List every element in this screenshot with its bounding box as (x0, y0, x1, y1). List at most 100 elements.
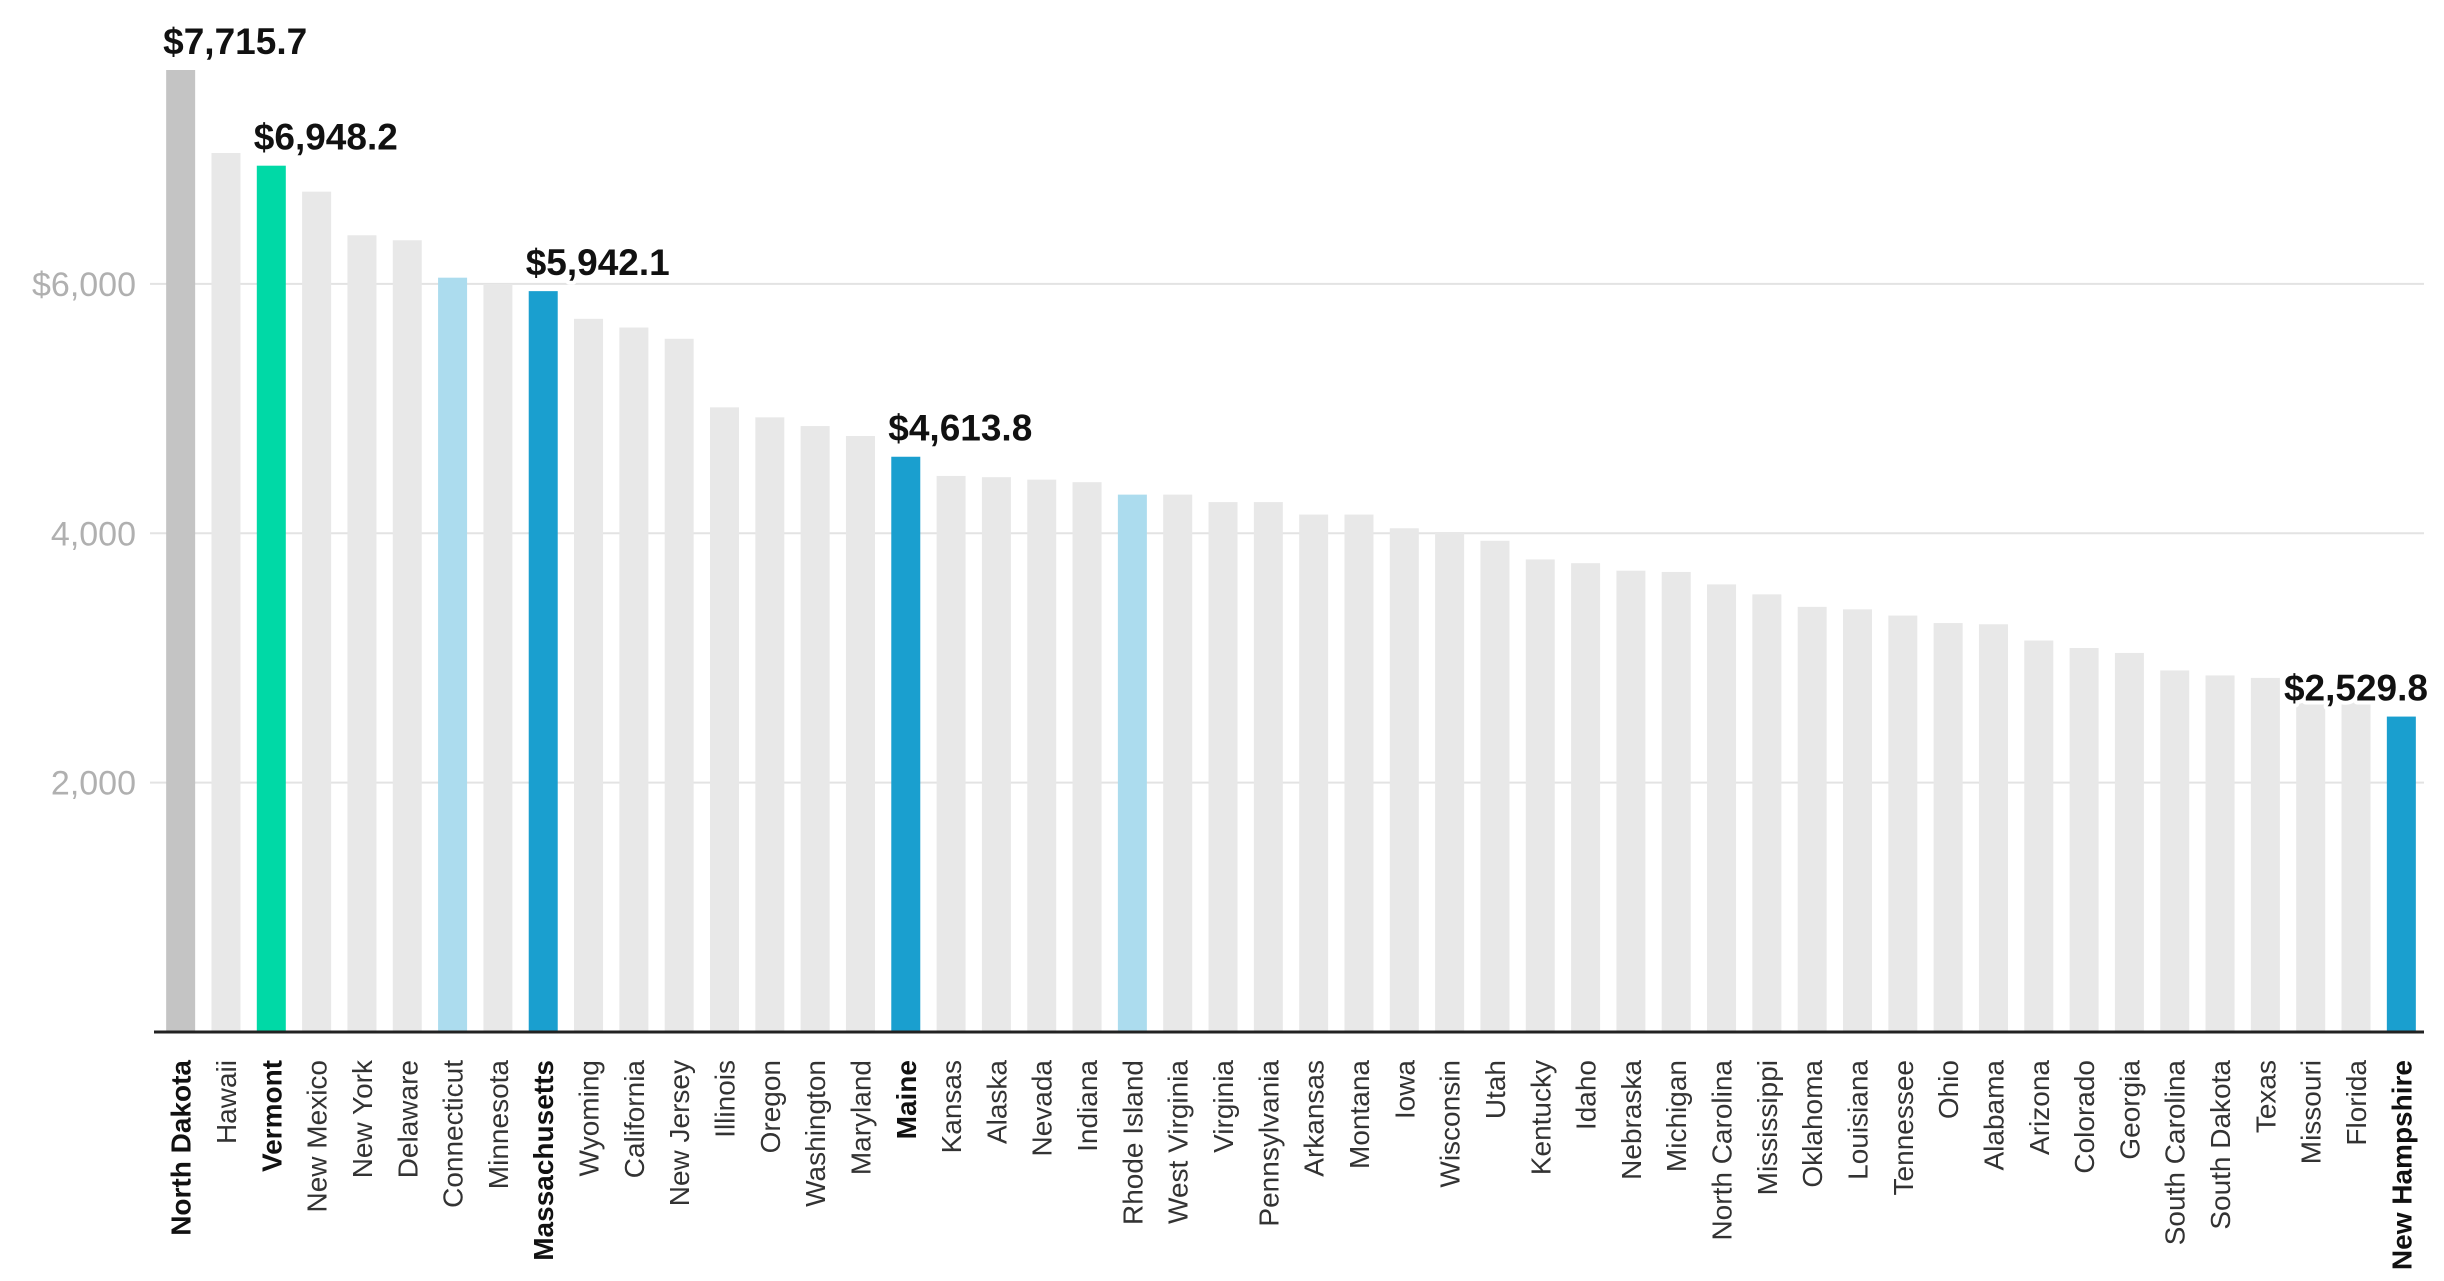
y-tick-label: 4,000 (51, 515, 136, 553)
x-tick-label: Massachusetts (528, 1060, 559, 1261)
bar-illinois (709, 407, 740, 1032)
x-tick-label: Florida (2341, 1060, 2372, 1146)
x-tick-label: Idaho (1571, 1060, 1602, 1130)
bar-texas (2250, 677, 2280, 1032)
x-tick-label: Montana (1344, 1060, 1375, 1169)
x-tick-label: Pennsylvania (1253, 1060, 1284, 1227)
bar-maine (891, 456, 921, 1032)
bar-alaska (981, 477, 1011, 1032)
bar-new-york (347, 235, 377, 1032)
bar-new-hampshire (2386, 716, 2416, 1032)
x-tick-label: Utah (1480, 1060, 1511, 1119)
x-tick-label: South Dakota (2205, 1060, 2236, 1230)
x-tick-label: South Carolina (2160, 1060, 2191, 1246)
x-tick-label: Mississippi (1752, 1060, 1783, 1195)
bar-connecticut (438, 277, 468, 1032)
bar-montana (1344, 514, 1374, 1032)
bar-north-carolina (1707, 584, 1737, 1032)
x-tick-label: Minnesota (483, 1060, 514, 1190)
x-tick-label: Nebraska (1616, 1060, 1647, 1180)
bars (166, 70, 2416, 1033)
x-tick-label: Arkansas (1299, 1060, 1330, 1177)
x-tick-label: Alabama (1978, 1060, 2009, 1171)
y-tick-label: $6,000 (32, 266, 136, 304)
bar-west-virginia (1163, 494, 1193, 1032)
x-tick-label: Vermont (256, 1060, 287, 1172)
bar-hawaii (211, 153, 241, 1032)
bar-minnesota (483, 283, 513, 1032)
bar-wyoming (574, 318, 604, 1032)
bar-michigan (1661, 571, 1691, 1032)
x-tick-label: North Carolina (1707, 1060, 1738, 1241)
x-tick-label: Rhode Island (1117, 1060, 1148, 1225)
x-tick-label: Alaska (981, 1060, 1012, 1144)
x-tick-label: Michigan (1661, 1060, 1692, 1172)
x-tick-label: Wyoming (574, 1060, 605, 1176)
x-tick-label: Maryland (845, 1060, 876, 1175)
bar-utah (1480, 540, 1510, 1032)
data-label-massachusetts: $5,942.1 (526, 242, 670, 283)
x-tick-label: North Dakota (166, 1060, 197, 1236)
bar-wisconsin (1435, 532, 1465, 1032)
bar-tennessee (1888, 615, 1918, 1032)
bar-oklahoma (1797, 606, 1827, 1032)
bar-mississippi (1752, 594, 1782, 1032)
x-tick-label: Oregon (755, 1060, 786, 1153)
x-tick-label: Ohio (1933, 1060, 1964, 1119)
x-tick-label: Washington (800, 1060, 831, 1207)
x-tick-label: New Hampshire (2386, 1060, 2417, 1270)
x-tick-label: New Jersey (664, 1060, 695, 1206)
x-tick-label: Iowa (1389, 1060, 1420, 1120)
bar-vermont (256, 165, 286, 1032)
data-label-new-hampshire: $2,529.8 (2284, 668, 2428, 709)
x-tick-label: Missouri (2296, 1060, 2327, 1164)
data-labels: $7,715.7 $6,948.2 $5,942.1 $4,613.8 $2,529.8 (159, 17, 2432, 713)
x-tick-label: West Virginia (1163, 1060, 1194, 1224)
x-tick-label: Kansas (936, 1060, 967, 1153)
x-tick-label: Kentucky (1525, 1060, 1556, 1175)
bar-arkansas (1299, 514, 1329, 1032)
bar-virginia (1208, 502, 1238, 1032)
bar-oregon (755, 417, 785, 1032)
x-tick-label: Arizona (2024, 1060, 2055, 1155)
y-tick-label: 2,000 (51, 765, 136, 803)
bar-kentucky (1525, 559, 1555, 1032)
bar-louisiana (1842, 609, 1873, 1032)
x-tick-label: Illinois (710, 1060, 741, 1138)
bar-alabama (1978, 624, 2008, 1032)
x-tick-label: Colorado (2069, 1060, 2100, 1174)
x-tick-label: Indiana (1072, 1060, 1103, 1152)
data-label-north-dakota: $7,715.7 (163, 21, 307, 62)
x-tick-label: Oklahoma (1797, 1060, 1828, 1188)
bar-north-dakota (166, 70, 196, 1032)
x-tick-label: Wisconsin (1435, 1060, 1466, 1188)
category-labels: North Dakota Hawaii Vermont New Mexico New Y… (166, 1059, 2418, 1270)
bar-maryland (845, 436, 875, 1033)
x-tick-label: Tennessee (1888, 1060, 1919, 1195)
x-tick-label: Virginia (1208, 1060, 1239, 1153)
y-axis-ticks: 2,000 4,000 $6,000 (32, 266, 136, 803)
x-tick-label: California (619, 1060, 650, 1179)
data-label-vermont: $6,948.2 (254, 117, 398, 158)
x-tick-label: Hawaii (211, 1060, 242, 1144)
bar-massachusetts (528, 291, 558, 1033)
bar-indiana (1072, 482, 1102, 1032)
bar-california (619, 327, 649, 1032)
bar-pennsylvania (1253, 502, 1283, 1032)
data-label-maine: $4,613.8 (888, 408, 1032, 449)
bar-ohio (1933, 623, 1963, 1032)
bar-washington (800, 426, 830, 1032)
bar-nebraska (1616, 570, 1646, 1032)
x-tick-label: Delaware (392, 1060, 423, 1178)
bar-nevada (1027, 479, 1057, 1033)
bar-south-dakota (2205, 675, 2235, 1032)
x-tick-label: New York (347, 1059, 378, 1178)
x-tick-label: Louisiana (1843, 1060, 1874, 1180)
x-tick-label: Georgia (2114, 1060, 2145, 1160)
bar-iowa (1389, 528, 1419, 1032)
bar-georgia (2114, 652, 2144, 1032)
x-tick-label: Texas (2250, 1060, 2281, 1133)
bar-colorado (2069, 647, 2099, 1032)
